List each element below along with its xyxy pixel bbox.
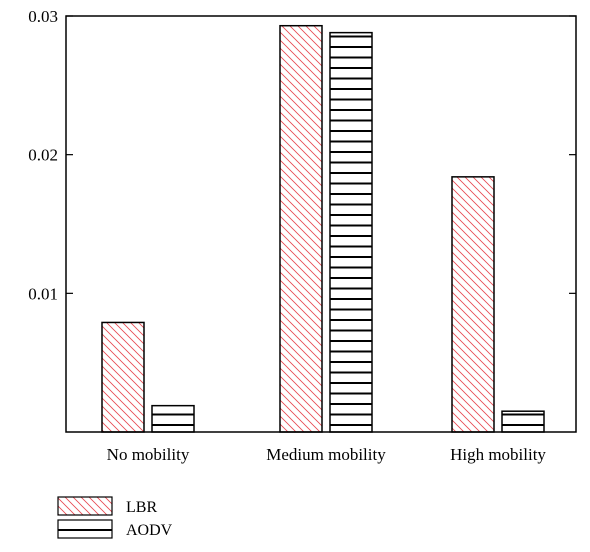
category-label-no-mobility: No mobility: [107, 445, 190, 464]
bar-aodv-medium-mobility: [329, 31, 373, 433]
plot-frame: [65, 15, 577, 433]
bar-aodv-high-mobility: [501, 410, 545, 433]
category-label-high-mobility: High mobility: [450, 445, 546, 464]
legend-swatch-aodv: [57, 519, 113, 539]
plot-area: [101, 24, 545, 433]
bar-lbr-medium-mobility: [279, 24, 323, 433]
legend: LBR AODV: [57, 496, 173, 539]
y-tick-label: 0.02: [28, 146, 58, 165]
bar-lbr-high-mobility: [451, 176, 495, 433]
legend-swatch-lbr: [57, 496, 113, 516]
bar-lbr-no-mobility: [101, 321, 145, 433]
y-tick-label: 0.03: [28, 7, 58, 26]
bar-aodv-no-mobility: [151, 404, 195, 433]
category-label-medium-mobility: Medium mobility: [266, 445, 386, 464]
legend-label-lbr: LBR: [126, 499, 157, 516]
axes: No mobility Medium mobility High mobility 0…: [28, 7, 577, 464]
y-tick-label: 0.01: [28, 284, 58, 303]
legend-label-aodv: AODV: [126, 522, 173, 539]
